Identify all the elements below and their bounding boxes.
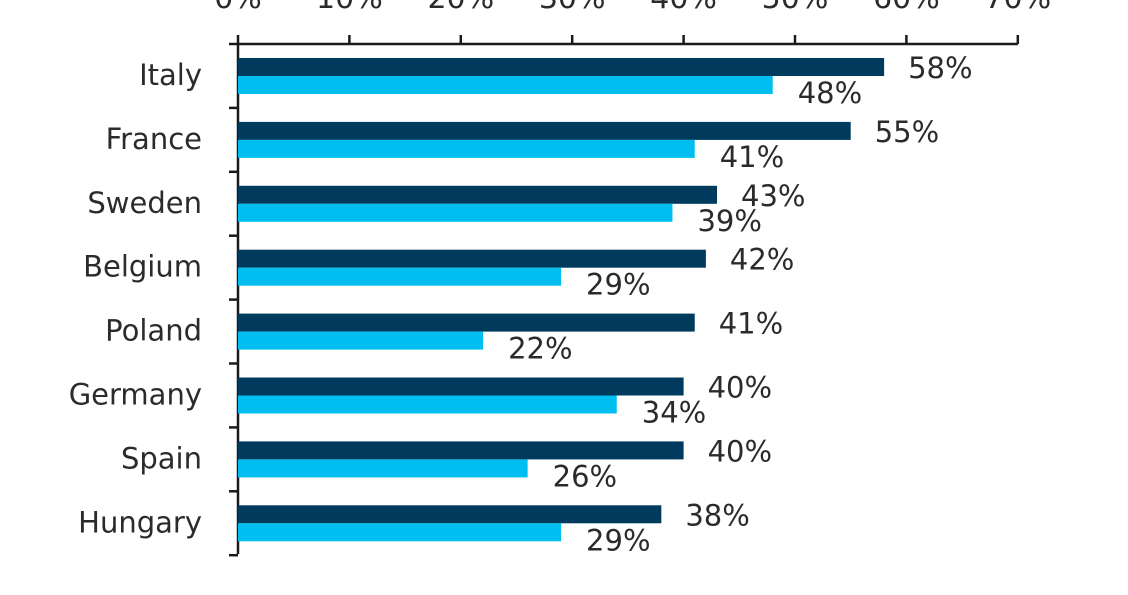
category-label: Germany — [69, 378, 202, 412]
bar-series-2 — [238, 76, 773, 94]
category-label: Spain — [121, 441, 202, 475]
category-label: Italy — [139, 58, 202, 92]
bar-series-1 — [238, 313, 695, 332]
x-tick-label: 0% — [214, 0, 262, 16]
bar-series-2 — [238, 267, 562, 286]
value-label-series-1: 41% — [719, 307, 783, 341]
bar-series-2 — [238, 331, 484, 350]
value-label-series-2: 26% — [553, 459, 617, 493]
value-label-series-2: 34% — [642, 396, 706, 430]
bar-series-1 — [238, 121, 851, 140]
value-label-series-1: 40% — [708, 434, 772, 468]
bar-series-1 — [238, 441, 684, 460]
value-label-series-2: 22% — [508, 332, 572, 366]
value-label-series-2: 41% — [720, 140, 784, 174]
x-tick-label: 40% — [650, 0, 717, 16]
labels-layer: Italy 58% 48% France 55% 41% Sweden 43%39% Belgi… — [69, 51, 973, 557]
bar-series-1 — [238, 249, 706, 268]
x-tick-label: 20% — [427, 0, 494, 16]
category-label: Sweden — [87, 186, 202, 220]
bar-series-1 — [238, 185, 718, 204]
bar-series-2 — [238, 523, 562, 542]
bar-series-2 — [238, 395, 617, 414]
value-label-series-2: 39% — [697, 204, 761, 238]
x-tick-label: 30% — [539, 0, 606, 16]
value-label-series-2: 29% — [586, 268, 650, 302]
value-label-series-2: 29% — [586, 523, 650, 557]
category-label: Poland — [105, 314, 202, 348]
value-label-series-2: 48% — [798, 76, 862, 110]
bars-layer — [238, 58, 885, 542]
category-label: Belgium — [83, 250, 202, 284]
bar-series-2 — [238, 459, 528, 478]
x-tick-label: 60% — [873, 0, 940, 16]
value-label-series-1: 40% — [708, 371, 772, 405]
value-label-series-1: 58% — [908, 51, 972, 85]
x-tick-label: 50% — [762, 0, 829, 16]
x-tick-label: 70% — [984, 0, 1051, 16]
value-label-series-1: 55% — [875, 115, 939, 149]
bar-series-2 — [238, 203, 673, 222]
bar-series-2 — [238, 139, 695, 158]
x-tick-label: 10% — [316, 0, 383, 16]
category-label: France — [106, 122, 202, 156]
bar-series-1 — [238, 58, 885, 76]
bar-series-1 — [238, 505, 662, 524]
category-label: Hungary — [78, 505, 202, 539]
value-label-series-1: 43% — [741, 179, 805, 213]
value-label-series-1: 42% — [730, 243, 794, 277]
value-label-series-1: 38% — [685, 498, 749, 532]
bar-series-1 — [238, 377, 684, 396]
